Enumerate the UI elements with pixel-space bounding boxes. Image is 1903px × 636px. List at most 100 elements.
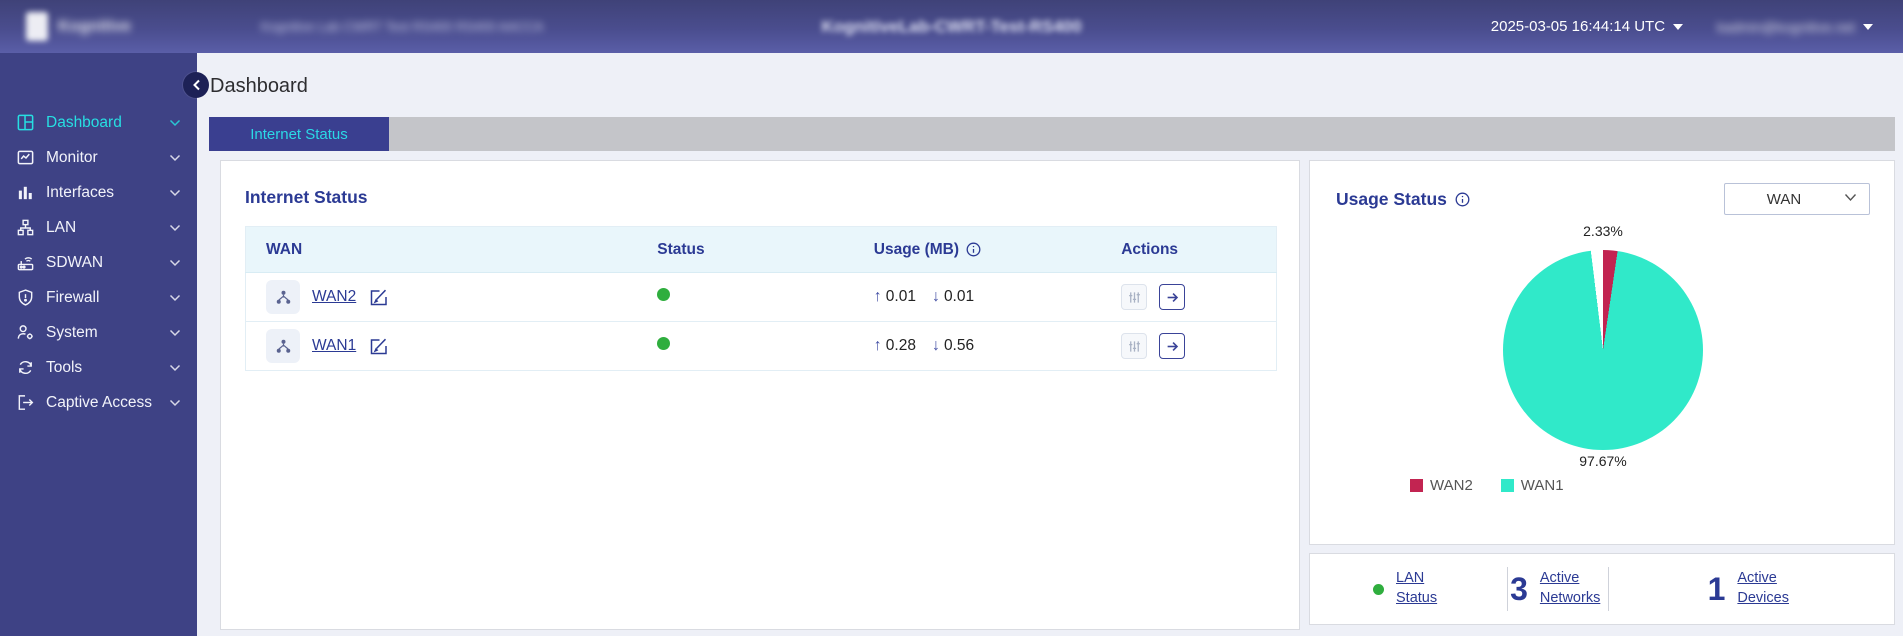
pie-label-wan1: 97.67% [1579,453,1627,469]
legend-swatch-wan1 [1500,479,1514,492]
sidebar-item-sdwan[interactable]: SDWAN [0,245,197,280]
sidebar-item-label: Dashboard [46,113,122,131]
internet-status-heading: Internet Status [245,187,368,207]
chevron-down-icon [1844,193,1857,202]
wan-network-icon [266,329,300,363]
active-devices-stat: 1 Active Devices [1609,554,1894,624]
upload-arrow-icon: ↑ [873,337,882,354]
select-value: WAN [1766,190,1802,208]
lan-status-link[interactable]: LAN Status [1396,570,1438,606]
usage-pie-chart[interactable] [1503,250,1703,450]
tools-refresh-icon [15,357,36,378]
sidebar-nav: Dashboard Monitor Interfaces [0,53,197,636]
status-up-indicator [657,288,671,301]
usage-values: ↑ 0.28 ↓ 0.56 [873,337,975,354]
device-breadcrumb: Kognitive Lab CWRT Test RS400 RS400 AACC… [260,19,544,34]
active-devices-link[interactable]: Active Devices [1737,570,1789,606]
upload-arrow-icon: ↑ [873,288,882,305]
sidebar-item-dashboard[interactable]: Dashboard [0,105,197,140]
captive-access-icon [15,392,36,413]
traffic-shaping-button[interactable] [1121,284,1148,310]
lan-stats-card: LAN Status 3 Active Networks 1 Active De… [1309,553,1895,625]
sidebar-item-label: Monitor [46,148,98,166]
edit-wan1-button[interactable] [368,336,389,357]
chevron-down-icon [169,364,181,372]
info-icon[interactable] [1455,192,1470,207]
goto-wan1-button[interactable] [1159,333,1186,359]
chevron-down-icon [169,329,181,337]
active-devices-count: 1 [1707,571,1726,607]
caret-down-icon [1673,23,1684,30]
sidebar-item-label: Firewall [46,288,100,306]
brand-logo-text: Kognitive [58,17,131,35]
edit-wan2-button[interactable] [368,287,389,308]
sidebar-item-label: Tools [46,358,83,376]
brand-logo[interactable]: Kognitive [26,12,131,41]
sidebar-item-tools[interactable]: Tools [0,350,197,385]
usage-pie [1503,250,1703,450]
sidebar-item-lan[interactable]: LAN [0,210,197,245]
wan2-link[interactable]: WAN2 [312,288,357,305]
chevron-down-icon [169,224,181,232]
top-bar: Kognitive Kognitive Lab CWRT Test RS400 … [0,0,1903,53]
sidebar-item-captive-access[interactable]: Captive Access [0,385,197,420]
timezone-dropdown[interactable]: 2025-03-05 16:44:14 UTC [1490,18,1684,35]
divider [1608,567,1609,611]
chevron-down-icon [169,399,181,407]
table-row-wan2: WAN2 ↑ 0.01 ↓ 0.01 [245,272,1277,322]
download-arrow-icon: ↓ [931,337,940,354]
sdwan-icon [15,252,36,273]
tab-internet-status[interactable]: Internet Status [209,117,389,151]
active-networks-link[interactable]: Active Networks [1539,570,1601,606]
sidebar-item-label: SDWAN [46,253,104,271]
pie-legend: WAN2 WAN1 [1410,477,1564,494]
main-content: Dashboard Internet Status Internet Statu… [197,53,1903,636]
chevron-down-icon [169,294,181,302]
column-header-actions: Actions [1101,226,1277,273]
page-title: Dashboard [210,75,308,97]
active-networks-count: 3 [1510,571,1528,607]
column-header-usage: Usage (MB) [853,226,1102,273]
user-email: kadmin@kognitive.net [1717,18,1855,35]
goto-wan2-button[interactable] [1159,284,1186,310]
usage-status-heading: Usage Status [1336,189,1470,210]
sidebar-item-firewall[interactable]: Firewall [0,280,197,315]
table-row-wan1: WAN1 ↑ 0.28 ↓ 0.56 [245,321,1277,371]
active-networks-stat: 3 Active Networks [1508,554,1608,624]
legend-item-wan2[interactable]: WAN2 [1410,477,1473,494]
traffic-shaping-button[interactable] [1121,333,1148,359]
usage-values: ↑ 0.01 ↓ 0.01 [873,288,975,305]
lan-status-stat: LAN Status [1310,554,1507,624]
monitor-icon [15,147,36,168]
column-header-wan: WAN [245,226,638,273]
chevron-down-icon [169,154,181,162]
sidebar-collapse-button[interactable] [183,72,209,98]
sidebar-item-label: Interfaces [46,183,115,201]
tab-label: Internet Status [250,125,348,143]
wan1-link[interactable]: WAN1 [312,337,357,354]
timestamp-text: 2025-03-05 16:44:14 UTC [1490,18,1666,35]
caret-down-icon [1863,23,1873,30]
topbar-right: 2025-03-05 16:44:14 UTC kadmin@kognitive… [1491,0,1873,53]
user-menu-dropdown[interactable]: kadmin@kognitive.net [1717,19,1873,35]
sidebar-item-system[interactable]: System [0,315,197,350]
sidebar-item-interfaces[interactable]: Interfaces [0,175,197,210]
legend-item-wan1[interactable]: WAN1 [1500,477,1564,494]
internet-status-table: WAN Status Usage (MB) Actions [245,226,1277,371]
usage-scope-select[interactable]: WAN [1724,183,1870,215]
interfaces-icon [15,182,36,203]
sidebar-item-label: LAN [46,218,77,236]
status-up-indicator [657,337,671,350]
firewall-shield-icon [15,287,36,308]
chevron-down-icon [169,259,181,267]
internet-status-card: Internet Status WAN Status Usage (MB) [220,160,1300,630]
lan-status-green-dot [1373,583,1384,595]
info-icon[interactable] [966,242,981,257]
sidebar-item-monitor[interactable]: Monitor [0,140,197,175]
table-header-row: WAN Status Usage (MB) Actions [245,226,1277,273]
brand-logo-icon [26,12,48,41]
chevron-down-icon [169,119,181,127]
wan-network-icon [266,280,300,314]
legend-swatch-wan2 [1410,479,1423,492]
